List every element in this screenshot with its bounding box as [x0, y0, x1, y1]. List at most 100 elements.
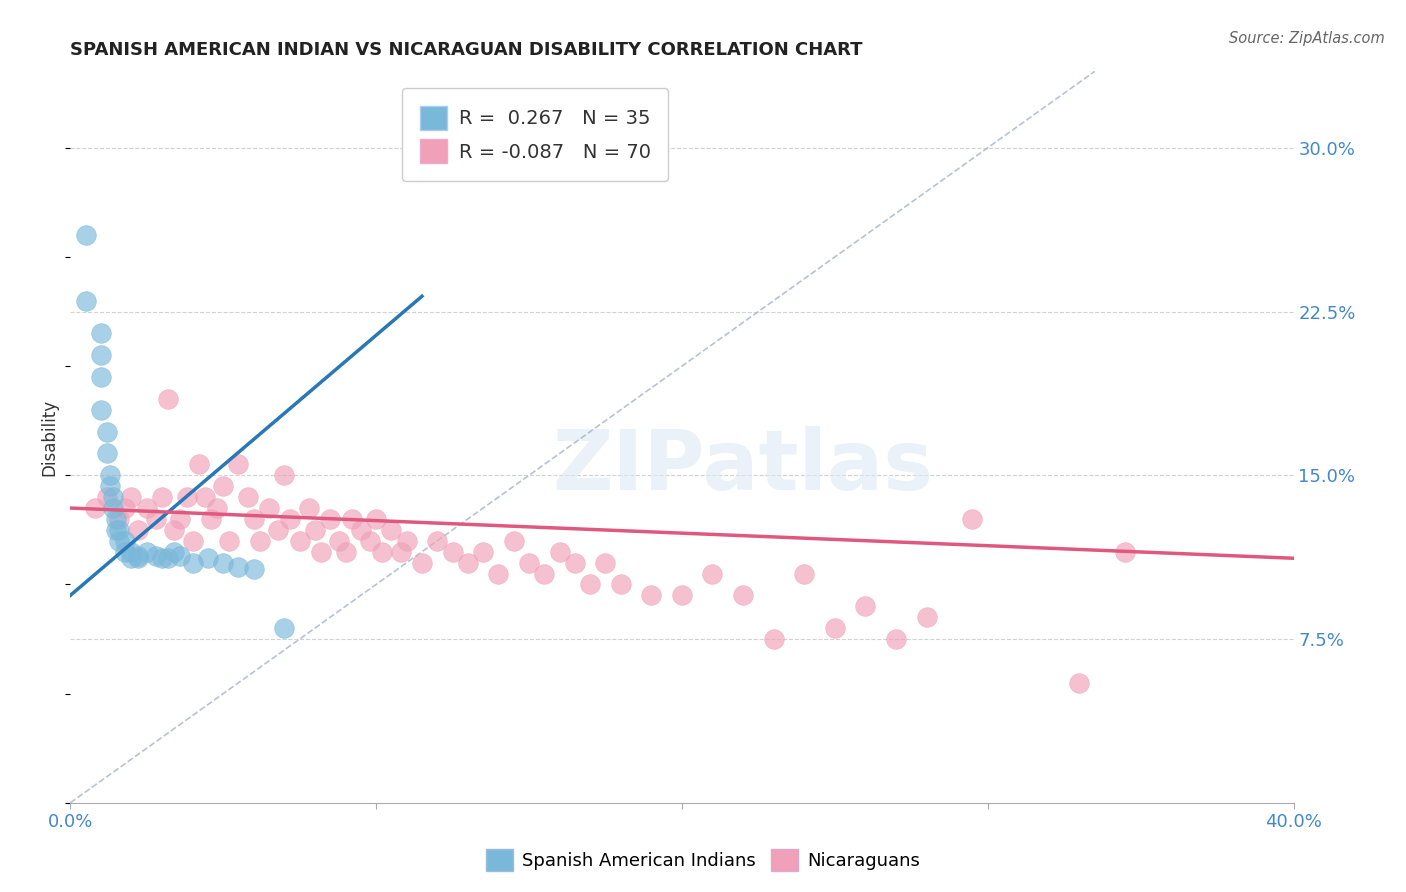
Point [228, 458, 250, 472]
Point [90, 402, 112, 417]
Point [90, 348, 112, 362]
Point [411, 556, 433, 570]
Point [488, 566, 510, 581]
Point [101, 501, 124, 516]
Point [288, 533, 311, 548]
Point [340, 512, 363, 526]
Point [127, 523, 149, 537]
Point [150, 490, 173, 504]
Point [236, 490, 259, 504]
Point [212, 479, 235, 493]
Point [1069, 675, 1091, 690]
Point [1114, 545, 1136, 559]
Point [441, 545, 464, 559]
Point [366, 512, 388, 526]
Point [533, 566, 555, 581]
Point [169, 512, 191, 526]
Point [273, 468, 295, 483]
Point [90, 370, 112, 384]
Point [267, 523, 290, 537]
Point [243, 512, 266, 526]
Point [319, 512, 342, 526]
Point [855, 599, 877, 614]
Point [163, 523, 186, 537]
Point [309, 545, 332, 559]
Point [187, 458, 209, 472]
Point [884, 632, 907, 646]
Point [395, 533, 418, 548]
Point [145, 512, 167, 526]
Point [150, 551, 173, 566]
Point [145, 549, 167, 563]
Point [105, 523, 128, 537]
Point [472, 545, 495, 559]
Point [564, 556, 586, 570]
Point [762, 632, 785, 646]
Point [733, 588, 755, 602]
Point [371, 545, 394, 559]
Point [228, 560, 250, 574]
Point [197, 551, 219, 566]
Point [579, 577, 602, 591]
Text: ZIPatlas: ZIPatlas [553, 425, 934, 507]
Point [105, 512, 128, 526]
Point [502, 533, 524, 548]
Point [114, 545, 136, 559]
Point [181, 556, 204, 570]
Point [304, 523, 326, 537]
Point [640, 588, 662, 602]
Point [517, 556, 540, 570]
Point [548, 545, 571, 559]
Point [121, 545, 143, 559]
Point [824, 621, 846, 635]
Point [135, 545, 157, 559]
Point [96, 425, 118, 439]
Point [176, 490, 198, 504]
Point [90, 326, 112, 341]
Point [108, 533, 131, 548]
Legend: R =  0.267   N = 35, R = -0.087   N = 70: R = 0.267 N = 35, R = -0.087 N = 70 [402, 88, 668, 180]
Text: SPANISH AMERICAN INDIAN VS NICARAGUAN DISABILITY CORRELATION CHART: SPANISH AMERICAN INDIAN VS NICARAGUAN DI… [70, 41, 863, 59]
Point [135, 501, 157, 516]
Point [169, 549, 191, 563]
Point [702, 566, 724, 581]
Point [127, 549, 149, 563]
Point [793, 566, 815, 581]
Point [243, 562, 266, 576]
Point [98, 468, 121, 483]
Point [101, 490, 124, 504]
Point [280, 512, 302, 526]
Point [595, 556, 617, 570]
Point [121, 551, 143, 566]
Point [194, 490, 217, 504]
Point [257, 501, 280, 516]
Point [127, 551, 149, 566]
Point [328, 533, 350, 548]
Point [359, 533, 381, 548]
Point [205, 501, 228, 516]
Y-axis label: Disability: Disability [41, 399, 59, 475]
Point [595, 162, 617, 177]
Point [157, 392, 180, 406]
Point [962, 512, 984, 526]
Point [426, 533, 449, 548]
Point [218, 533, 240, 548]
Point [75, 228, 97, 243]
Text: Source: ZipAtlas.com: Source: ZipAtlas.com [1229, 31, 1385, 46]
Point [212, 556, 235, 570]
Point [96, 490, 118, 504]
Point [163, 545, 186, 559]
Point [83, 501, 105, 516]
Point [335, 545, 357, 559]
Point [298, 501, 321, 516]
Point [157, 551, 180, 566]
Point [108, 523, 131, 537]
Point [96, 446, 118, 460]
Point [610, 577, 633, 591]
Point [350, 523, 373, 537]
Point [273, 621, 295, 635]
Point [121, 490, 143, 504]
Point [181, 533, 204, 548]
Point [114, 533, 136, 548]
Point [389, 545, 412, 559]
